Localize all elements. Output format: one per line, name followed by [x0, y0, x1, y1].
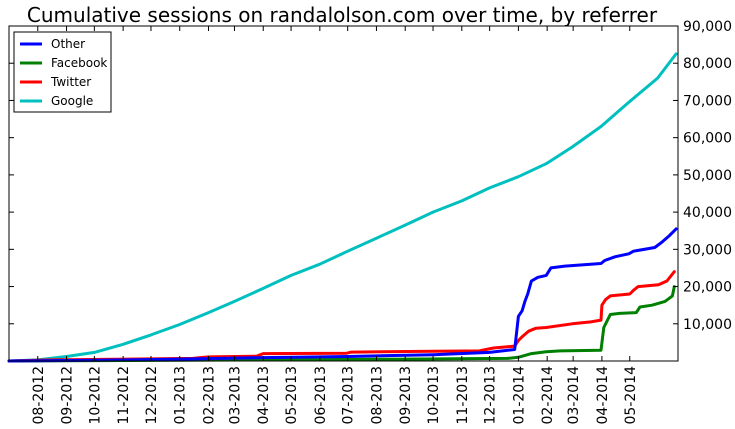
y-tick-label: 90,000: [683, 19, 732, 35]
y-axis: 10,000 20,000 30,000 40,000 50,000 60,000 70,0…: [9, 19, 732, 333]
legend: Other Facebook Twitter Google: [13, 31, 112, 113]
y-tick-label: 30,000: [683, 242, 732, 258]
x-tick-label: 01-2013: [173, 366, 189, 425]
series-line-google: [7, 52, 678, 363]
x-tick-label: 11-2013: [455, 366, 471, 425]
x-tick-label: 03-2013: [228, 366, 244, 425]
legend-label-twitter: Twitter: [50, 75, 91, 89]
y-tick-label: 20,000: [683, 280, 732, 296]
x-tick-label: 09-2013: [398, 366, 414, 425]
y-tick-label: 10,000: [683, 317, 732, 333]
series-line-other: [7, 227, 678, 363]
x-tick-label: 02-2014: [540, 366, 556, 425]
legend-label-facebook: Facebook: [51, 56, 107, 70]
x-tick-label: 09-2012: [60, 366, 76, 425]
x-tick-label: 01-2014: [511, 366, 527, 425]
x-tick-label: 03-2014: [566, 366, 582, 425]
x-tick-label: 04-2013: [256, 366, 272, 425]
x-tick-label: 02-2013: [202, 366, 218, 425]
plot-lines: [7, 52, 678, 363]
y-tick-label: 40,000: [683, 205, 732, 221]
x-tick-label: 08-2013: [369, 366, 385, 425]
series-line-twitter: [7, 270, 676, 363]
chart-title: Cumulative sessions on randalolson.com o…: [27, 3, 658, 27]
x-tick-label: 06-2013: [313, 366, 329, 425]
x-tick-label: 12-2013: [483, 366, 499, 425]
x-tick-label: 04-2014: [595, 366, 611, 425]
legend-label-google: Google: [51, 94, 93, 108]
x-tick-label: 11-2012: [116, 366, 132, 425]
y-tick-label: 70,000: [683, 93, 732, 109]
series-line-facebook: [7, 285, 676, 363]
legend-label-other: Other: [51, 37, 85, 51]
x-tick-label: 10-2013: [426, 366, 442, 425]
x-tick-label: 10-2012: [87, 366, 103, 425]
y-tick-label: 80,000: [683, 56, 732, 72]
y-tick-label: 50,000: [683, 168, 732, 184]
plot-frame: [8, 25, 679, 362]
x-axis: 08-2012 09-2012 10-2012 11-2012 12-2012 01-20…: [31, 26, 639, 425]
x-tick-label: 08-2012: [31, 366, 47, 425]
x-tick-label: 07-2013: [341, 366, 357, 425]
x-tick-label: 12-2012: [144, 366, 160, 425]
y-tick-label: 60,000: [683, 131, 732, 147]
legend-box: [13, 31, 112, 113]
x-tick-label: 05-2014: [623, 366, 639, 425]
x-tick-label: 05-2013: [284, 366, 300, 425]
